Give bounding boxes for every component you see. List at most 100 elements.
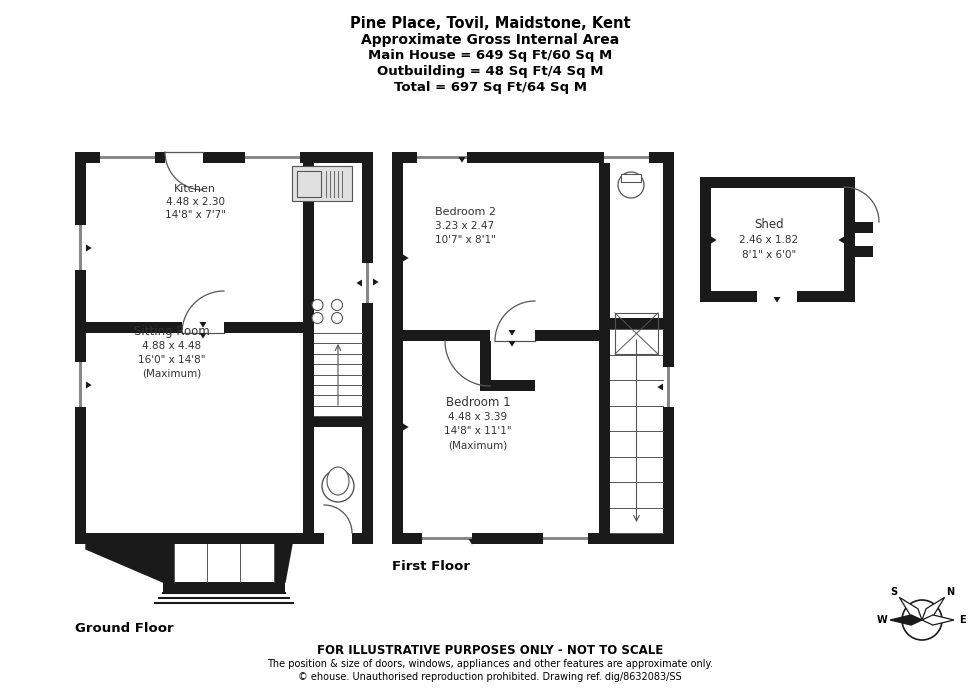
Circle shape bbox=[902, 600, 942, 640]
Bar bbox=[599, 163, 610, 533]
Bar bbox=[297, 171, 321, 197]
Text: 4.48 x 2.30: 4.48 x 2.30 bbox=[166, 197, 224, 207]
Polygon shape bbox=[220, 587, 227, 592]
Bar bbox=[100, 152, 155, 163]
Bar bbox=[75, 362, 86, 407]
Bar bbox=[615, 313, 658, 354]
Text: 2.46 x 1.82: 2.46 x 1.82 bbox=[740, 235, 799, 245]
Bar bbox=[480, 341, 491, 391]
Text: 4.48 x 3.39: 4.48 x 3.39 bbox=[449, 412, 508, 422]
Polygon shape bbox=[509, 341, 515, 347]
Bar bbox=[75, 152, 86, 544]
Bar bbox=[610, 318, 663, 329]
Bar bbox=[174, 544, 274, 582]
Polygon shape bbox=[86, 244, 91, 251]
Bar bbox=[292, 166, 352, 201]
Bar bbox=[422, 537, 472, 540]
Bar bbox=[403, 330, 490, 341]
Bar bbox=[663, 367, 674, 407]
Polygon shape bbox=[509, 330, 515, 336]
Bar bbox=[403, 163, 663, 533]
Text: 16'0" x 14'8": 16'0" x 14'8" bbox=[138, 355, 206, 365]
Bar bbox=[543, 533, 588, 544]
Polygon shape bbox=[274, 544, 292, 582]
Bar bbox=[392, 533, 674, 544]
Polygon shape bbox=[86, 381, 91, 388]
Bar bbox=[535, 330, 599, 341]
Circle shape bbox=[331, 300, 342, 311]
Bar bbox=[163, 582, 285, 593]
Polygon shape bbox=[357, 280, 362, 286]
Polygon shape bbox=[839, 237, 844, 244]
Bar bbox=[700, 291, 855, 302]
Bar bbox=[292, 166, 352, 201]
Polygon shape bbox=[403, 424, 409, 430]
Text: 4.88 x 4.48: 4.88 x 4.48 bbox=[142, 341, 202, 351]
Bar bbox=[491, 341, 535, 380]
Text: E: E bbox=[958, 615, 965, 625]
Bar bbox=[711, 188, 844, 291]
Text: FOR ILLUSTRATIVE PURPOSES ONLY - NOT TO SCALE: FOR ILLUSTRATIVE PURPOSES ONLY - NOT TO … bbox=[317, 644, 663, 657]
Bar bbox=[362, 264, 373, 299]
Bar bbox=[324, 533, 352, 544]
Polygon shape bbox=[86, 544, 174, 582]
Bar bbox=[392, 152, 403, 544]
Text: 3.23 x 2.47: 3.23 x 2.47 bbox=[435, 221, 495, 231]
Text: First Floor: First Floor bbox=[392, 560, 470, 572]
Polygon shape bbox=[468, 539, 475, 545]
Text: Ground Floor: Ground Floor bbox=[75, 623, 173, 635]
Bar bbox=[75, 225, 86, 270]
Bar bbox=[480, 380, 535, 391]
Polygon shape bbox=[711, 237, 716, 244]
Polygon shape bbox=[658, 383, 663, 390]
Bar bbox=[844, 177, 855, 302]
Text: 8'1" x 6'0": 8'1" x 6'0" bbox=[742, 250, 796, 260]
Polygon shape bbox=[922, 597, 945, 620]
Polygon shape bbox=[900, 597, 922, 620]
Circle shape bbox=[322, 470, 354, 502]
Text: (Maximum): (Maximum) bbox=[142, 369, 202, 379]
Bar bbox=[314, 416, 362, 427]
Text: Bedroom 2: Bedroom 2 bbox=[434, 207, 496, 217]
Bar bbox=[79, 362, 82, 407]
Circle shape bbox=[312, 300, 323, 311]
Polygon shape bbox=[459, 157, 466, 163]
Bar bbox=[75, 152, 373, 163]
Text: Outbuilding = 48 Sq Ft/4 Sq M: Outbuilding = 48 Sq Ft/4 Sq M bbox=[376, 66, 604, 78]
Text: © ehouse. Unauthorised reproduction prohibited. Drawing ref. dig/8632083/SS: © ehouse. Unauthorised reproduction proh… bbox=[298, 672, 682, 682]
Bar bbox=[663, 152, 674, 544]
Bar bbox=[100, 156, 155, 159]
Bar bbox=[224, 322, 303, 333]
Text: Approximate Gross Internal Area: Approximate Gross Internal Area bbox=[361, 33, 619, 47]
Bar bbox=[700, 177, 711, 302]
Text: N: N bbox=[947, 587, 955, 597]
Text: S: S bbox=[890, 587, 898, 597]
Text: 14'8" x 11'1": 14'8" x 11'1" bbox=[444, 426, 512, 436]
Bar bbox=[543, 537, 588, 540]
Polygon shape bbox=[773, 297, 780, 302]
Bar bbox=[75, 533, 373, 544]
Circle shape bbox=[331, 313, 342, 323]
Polygon shape bbox=[200, 333, 207, 338]
Polygon shape bbox=[403, 255, 409, 262]
Text: Main House = 649 Sq Ft/60 Sq M: Main House = 649 Sq Ft/60 Sq M bbox=[368, 50, 612, 62]
Text: Bedroom 1: Bedroom 1 bbox=[446, 396, 511, 408]
Bar bbox=[667, 367, 670, 407]
Bar bbox=[757, 291, 797, 302]
Bar bbox=[362, 263, 373, 303]
Text: Shed: Shed bbox=[755, 219, 784, 232]
Bar bbox=[245, 152, 300, 163]
Bar bbox=[417, 152, 467, 163]
Text: Total = 697 Sq Ft/64 Sq M: Total = 697 Sq Ft/64 Sq M bbox=[394, 82, 586, 95]
Polygon shape bbox=[890, 615, 922, 625]
Bar bbox=[700, 177, 855, 188]
Polygon shape bbox=[773, 182, 780, 188]
Bar bbox=[366, 263, 369, 303]
Polygon shape bbox=[922, 615, 954, 625]
Bar bbox=[417, 156, 467, 159]
Bar bbox=[362, 152, 373, 544]
Bar bbox=[422, 533, 472, 544]
Bar bbox=[604, 152, 649, 163]
Text: Kitchen: Kitchen bbox=[174, 184, 216, 194]
Polygon shape bbox=[373, 278, 378, 286]
